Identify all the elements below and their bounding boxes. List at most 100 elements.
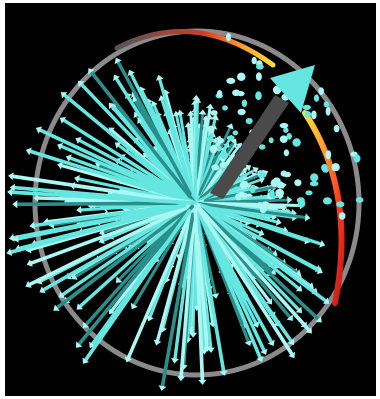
vector-arrow-endon	[325, 106, 331, 116]
vector-arrow-head	[113, 74, 120, 81]
vector-arrow-head	[304, 213, 311, 222]
vector-arrow-head	[74, 175, 80, 183]
vector-arrow-shaft	[201, 207, 328, 303]
vector-arrow-shaft	[15, 201, 189, 207]
vector-arrow-endon	[309, 181, 319, 187]
vector-arrow-shaft	[193, 101, 199, 200]
vector-arrow-shaft	[155, 207, 195, 343]
vector-arrow-head	[12, 200, 18, 209]
vector-arrow-shaft	[197, 201, 307, 219]
vector-arrow-endon	[294, 179, 302, 187]
vector-arrow-shaft	[195, 203, 311, 332]
vector-arrow-endon	[210, 110, 218, 116]
vector-arrow-shaft	[89, 70, 197, 205]
vector-arrow-endon	[241, 99, 248, 108]
vector-arrow-endon	[237, 72, 246, 82]
vector-arrow-head	[287, 196, 293, 204]
vector-arrow-shaft	[193, 201, 226, 373]
vector-arrow-endon	[296, 197, 305, 204]
vector-arrow-head	[77, 80, 85, 88]
vector-arrow-head	[305, 327, 312, 334]
vector-arrow-endon	[217, 137, 224, 144]
vector-arrow-endon	[220, 151, 229, 159]
vector-arrow-head	[295, 285, 303, 292]
vector-arrow-head	[158, 95, 166, 102]
vector-arrow-endon	[336, 201, 345, 208]
vector-arrow-shaft	[197, 207, 294, 356]
vector-arrow-head	[193, 97, 202, 103]
vector-arrow-endon	[256, 64, 264, 70]
vector-arrow-shaft	[41, 204, 191, 292]
vector-arrow-shaft	[194, 107, 212, 198]
vector-arrow-head	[323, 297, 330, 304]
vector-arrow-shaft	[199, 206, 320, 321]
vector-arrow-head	[33, 194, 39, 202]
vector-arrow-endon	[260, 206, 267, 214]
vector-arrow-head	[226, 123, 234, 130]
vector-arrow-endon	[279, 135, 288, 143]
vector-arrow-head	[88, 68, 95, 75]
render-viewport[interactable]	[5, 3, 376, 396]
vector-arrow-endon	[292, 138, 301, 147]
vector-arrow-head	[187, 110, 195, 116]
vector-arrow-head	[244, 164, 252, 172]
vector-arrow-endon	[225, 33, 232, 42]
vector-arrow-head	[319, 240, 326, 248]
vector-arrow-head	[130, 302, 138, 310]
vector-arrow-shaft	[193, 202, 205, 382]
vector-arrow-endon	[211, 164, 219, 171]
vector-arrow-head	[192, 94, 201, 100]
vector-arrow-head	[108, 102, 116, 110]
vector-arrow-endon	[310, 173, 319, 182]
vector-arrow-shaft	[160, 212, 195, 388]
vector-arrow-shaft	[158, 78, 197, 205]
vector-arrow-endon	[313, 94, 320, 102]
arrow-field	[6, 33, 364, 391]
vector-arrow-endon	[232, 89, 241, 97]
vector-arrow-shaft	[83, 209, 192, 362]
vector-arrow-endon	[255, 72, 262, 81]
vector-arrow-head	[244, 339, 253, 346]
vector-arrow-head	[198, 379, 207, 385]
vector-arrow-shaft	[16, 201, 193, 241]
vector-arrow-endon	[216, 90, 223, 98]
vector-arrow-endon	[239, 180, 249, 190]
vector-arrow-head	[286, 314, 293, 321]
vector-arrow-endon	[219, 162, 228, 168]
vector-arrow-shaft	[55, 206, 190, 310]
vector-arrow-endon	[242, 192, 248, 199]
vector-arrow-head	[150, 100, 158, 108]
vector-arrow-endon	[251, 56, 257, 65]
vector-arrow-shaft	[197, 126, 232, 196]
vector-arrow-head	[316, 267, 323, 274]
vector-arrow-head	[265, 298, 273, 305]
vector-arrow-head	[153, 339, 162, 346]
vector-arrow-head	[260, 348, 268, 355]
vector-arrow-head	[35, 126, 43, 134]
vector-arrow-endon	[322, 197, 332, 205]
vector-arrow-head	[158, 385, 167, 391]
vector-arrow-endon	[304, 111, 312, 118]
vector-arrow-head	[9, 233, 15, 242]
vector-arrow-endon	[237, 108, 246, 116]
vector-arrow-head	[65, 154, 72, 162]
vector-arrow-head	[166, 128, 175, 135]
vector-arrow-shaft	[179, 209, 197, 379]
vector-arrow-shaft	[11, 174, 194, 205]
vector-arrow-endon	[321, 163, 328, 172]
vector-arrow-shaft	[9, 203, 187, 254]
vector-arrow-shaft	[78, 203, 195, 308]
vector-arrow-head	[115, 276, 123, 283]
vector-arrow-head	[155, 74, 164, 81]
vector-arrow-head	[99, 228, 106, 236]
vector-arrow-head	[258, 229, 265, 237]
vector-arrow-endon	[226, 135, 235, 141]
vector-arrow-endon	[235, 193, 242, 201]
vector-arrow-head	[6, 248, 13, 256]
vector-arrow-endon	[275, 188, 284, 198]
vector-arrow-shaft	[126, 212, 193, 360]
vector-arrow-endon	[323, 101, 330, 108]
hub-arrow	[210, 65, 315, 199]
vector-arrow-shaft	[28, 204, 191, 287]
ring-arc-top	[114, 29, 276, 68]
